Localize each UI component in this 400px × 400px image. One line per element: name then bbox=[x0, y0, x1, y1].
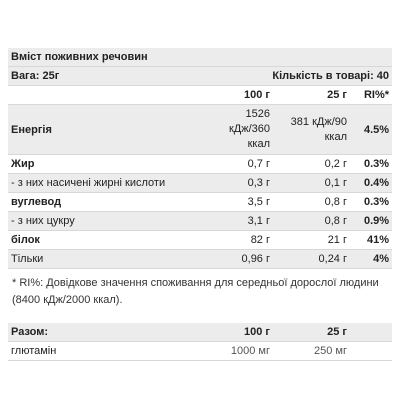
col-header: 100 г bbox=[208, 323, 273, 342]
row-label: білок bbox=[8, 230, 208, 250]
weight: Вага: 25г bbox=[11, 70, 60, 82]
col-header: Разом: bbox=[8, 323, 208, 342]
cell: 0,2 г bbox=[273, 154, 350, 174]
cell: 4.5% bbox=[350, 104, 393, 155]
cell: 3,1 г bbox=[208, 211, 273, 231]
weight-row: Вага: 25г Кількість в товарі: 40 bbox=[8, 66, 393, 86]
cell: 0,7 г bbox=[208, 154, 273, 174]
cell: 0,96 г bbox=[208, 249, 273, 269]
cell: 250 мг bbox=[273, 341, 350, 361]
col-header: RI%* bbox=[350, 85, 393, 105]
col-header: 25 г bbox=[273, 85, 350, 105]
cell: 0.9% bbox=[350, 211, 393, 231]
nutrition-table: Вміст поживних речовин Вага: 25г Кількіст… bbox=[8, 48, 393, 269]
cell: 0,8 г bbox=[273, 192, 350, 212]
row-label: - з них цукру bbox=[8, 211, 208, 231]
cell: 0,8 г bbox=[273, 211, 350, 231]
cell: 0.3% bbox=[350, 192, 393, 212]
cell: 3,5 г bbox=[208, 192, 273, 212]
cell: 0,24 г bbox=[273, 249, 350, 269]
cell: 21 г bbox=[273, 230, 350, 250]
col-header: 25 г bbox=[273, 323, 350, 342]
cell: 41% bbox=[350, 230, 393, 250]
footnote: * RI%: Довідкове значення споживання для… bbox=[12, 277, 379, 306]
cell: 0,1 г bbox=[273, 173, 350, 193]
count: Кількість в товарі: 40 bbox=[272, 70, 390, 82]
cell: 0,3 г bbox=[208, 173, 273, 193]
cell: 381 кДж/90 ккал bbox=[273, 104, 350, 155]
cell: 1000 мг bbox=[208, 341, 273, 361]
cell: 0.3% bbox=[350, 154, 393, 174]
cell: 4% bbox=[350, 249, 393, 269]
row-label: вуглевод bbox=[8, 192, 208, 212]
cell: 82 г bbox=[208, 230, 273, 250]
composition-table: Разом: 100 г 25 г глютамін 1000 мг 250 мг bbox=[8, 323, 392, 361]
cell: 1526 кДж/360 ккал bbox=[208, 104, 273, 155]
title: Вміст поживних речовин bbox=[8, 48, 393, 67]
nutrition-panel: Вміст поживних речовин Вага: 25г Кількіст… bbox=[8, 48, 393, 361]
col-header: 100 г bbox=[208, 85, 273, 105]
row-label: Енергія bbox=[8, 104, 208, 155]
cell: глютамін bbox=[8, 341, 208, 361]
row-label: Тільки bbox=[8, 249, 208, 269]
row-label: - з них насичені жирні кислоти bbox=[8, 173, 208, 193]
cell: 0.4% bbox=[350, 173, 393, 193]
row-label: Жир bbox=[8, 154, 208, 174]
